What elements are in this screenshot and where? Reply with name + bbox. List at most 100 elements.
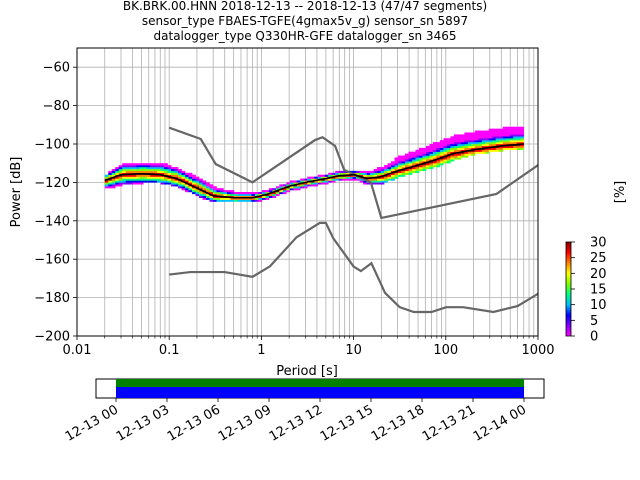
heatmap-cell: [474, 149, 479, 152]
heatmap-cell: [160, 176, 165, 179]
heatmap-cell: [324, 182, 329, 185]
heatmap-cell: [143, 180, 147, 183]
heatmap-cell: [212, 197, 217, 200]
heatmap-cell: [146, 178, 151, 181]
heatmap-cell: [474, 145, 479, 149]
heatmap-cell: [495, 132, 500, 135]
heatmap-cell: [485, 136, 490, 139]
heatmap-cell: [296, 188, 301, 191]
heatmap-cell: [432, 145, 437, 149]
heatmap-cell: [300, 186, 305, 189]
heatmap-cell: [108, 172, 113, 175]
heatmap-cell: [384, 172, 388, 175]
heatmap-cell: [146, 174, 151, 177]
heatmap-cell: [331, 180, 336, 183]
heatmap-cell: [408, 153, 413, 156]
heatmap-cell: [422, 161, 427, 164]
heatmap-cell: [394, 159, 399, 162]
x-tick-label: 100: [433, 343, 458, 358]
heatmap-cell: [398, 159, 402, 162]
heatmap-cell: [391, 176, 395, 179]
heatmap-cell: [425, 163, 430, 166]
heatmap-cell: [289, 180, 294, 183]
heatmap-cell: [453, 155, 458, 158]
heatmap-cell: [206, 188, 210, 191]
heatmap-cell: [115, 180, 120, 183]
heatmap-cell: [157, 176, 161, 179]
heatmap-cell: [450, 142, 455, 145]
title-line-2: sensor_type FBAES-TGFE(4gmax5v_g) sensor…: [142, 14, 468, 28]
heatmap-cell: [258, 195, 263, 198]
heatmap-cell: [436, 142, 441, 145]
heatmap-cell: [226, 197, 231, 200]
heatmap-cell: [352, 176, 357, 179]
heatmap-cell: [132, 168, 137, 172]
heatmap-cell: [467, 134, 472, 137]
heatmap-cell: [118, 184, 123, 187]
heatmap-cell: [195, 184, 200, 187]
heatmap-cell: [251, 192, 256, 195]
heatmap-cell: [401, 159, 406, 162]
heatmap-cell: [377, 182, 381, 185]
heatmap-cell: [408, 163, 413, 166]
heatmap-cell: [223, 190, 228, 193]
heatmap-cell: [363, 170, 367, 173]
heatmap-cell: [520, 128, 525, 131]
heatmap-cell: [240, 199, 245, 202]
heatmap-cell: [150, 168, 154, 172]
colorbar-gradient: [565, 241, 572, 337]
heatmap-cell: [258, 192, 263, 195]
heatmap-cell: [122, 165, 127, 168]
heatmap-cell: [485, 130, 490, 133]
heatmap-cell: [446, 147, 451, 150]
heatmap-cell: [439, 144, 444, 147]
heatmap-cell: [502, 145, 507, 149]
heatmap-cell: [471, 147, 476, 150]
heatmap-cell: [122, 178, 127, 181]
heatmap-cell: [439, 151, 444, 154]
heatmap-cell: [335, 178, 339, 181]
heatmap-cell: [153, 176, 158, 179]
heatmap-cell: [192, 178, 196, 181]
heatmap-cell: [516, 138, 521, 141]
heatmap-cell: [457, 149, 462, 152]
heatmap-cell: [429, 145, 434, 149]
heatmap-cell: [293, 180, 298, 183]
heatmap-cell: [387, 163, 392, 166]
heatmap-cell: [279, 186, 284, 189]
heatmap-cell: [212, 193, 217, 197]
heatmap-cell: [492, 130, 497, 133]
heatmap-cell: [125, 170, 130, 173]
heatmap-cell: [129, 176, 133, 179]
heatmap-cell: [328, 172, 332, 175]
y-tick-label: −160: [34, 253, 70, 268]
heatmap-cell: [272, 195, 277, 198]
heatmap-cell: [303, 186, 308, 189]
heatmap-cell: [188, 172, 193, 175]
heatmap-cell: [418, 155, 423, 158]
heatmap-cell: [212, 190, 217, 193]
heatmap-cell: [345, 176, 350, 179]
timeline-tick-label: 12-13 21: [420, 402, 478, 444]
heatmap-cell: [492, 128, 497, 131]
heatmap-cell: [359, 180, 364, 183]
heatmap-cell: [474, 134, 479, 137]
heatmap-cell: [317, 182, 322, 185]
heatmap-cell: [247, 195, 252, 198]
heatmap-cell: [129, 167, 133, 170]
heatmap-cell: [439, 153, 444, 156]
heatmap-cell: [178, 180, 182, 183]
heatmap-cell: [209, 192, 214, 195]
heatmap-cell: [502, 132, 507, 135]
heatmap-cell: [150, 178, 154, 181]
heatmap-cell: [199, 182, 203, 185]
heatmap-cell: [129, 170, 133, 173]
heatmap-cell: [335, 170, 339, 173]
heatmap-cell: [167, 165, 172, 168]
heatmap-cell: [401, 172, 406, 175]
heatmap-cell: [380, 180, 385, 183]
heatmap-cell: [300, 184, 305, 187]
heatmap-cell: [401, 170, 406, 173]
heatmap-cell: [181, 188, 186, 191]
heatmap-cell: [432, 147, 437, 150]
